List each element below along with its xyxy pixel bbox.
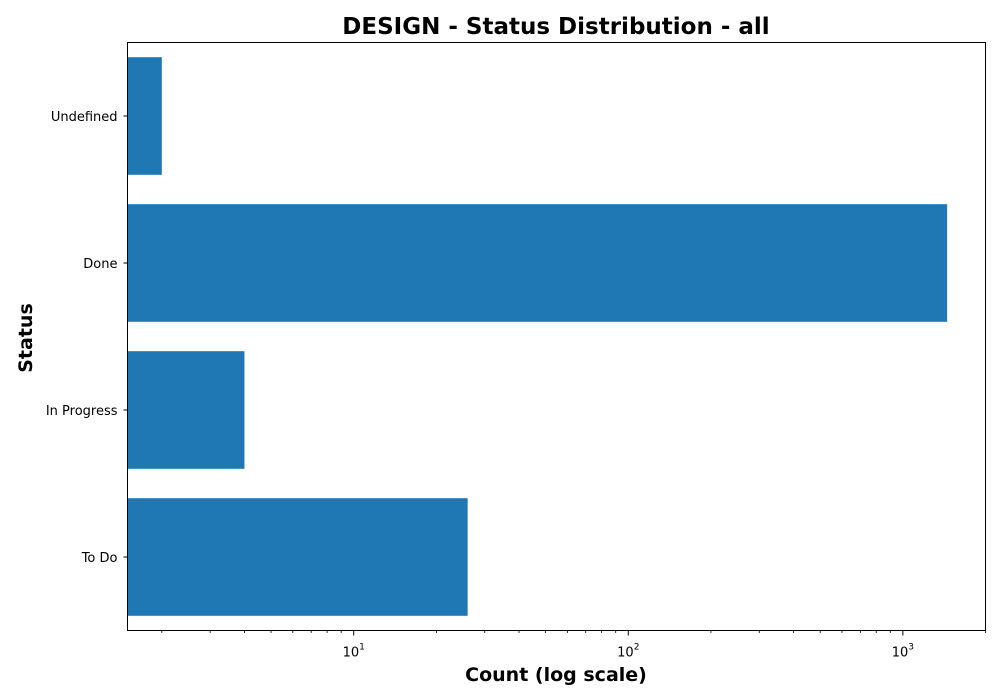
y-tick-label: In Progress [46,404,118,419]
x-tick-label: 103 [892,643,914,661]
y-axis-label: Status [15,303,37,373]
y-tick-label: Done [83,257,117,272]
y-tick-label: Undefined [51,110,118,125]
y-ticks-group: To Do In Progress Done Undefined [46,110,128,566]
x-tick-label: 102 [617,643,639,661]
chart-title: DESIGN - Status Distribution - all [342,14,769,40]
bar-to-do [127,498,468,616]
y-tick-label: To Do [81,551,118,566]
bar-in-progress [127,351,245,469]
bars-group [127,57,948,616]
plot-frame [127,42,986,631]
bar-undefined [127,57,162,175]
x-ticks-group: 101 102 103 [161,630,986,661]
bar-done [127,204,948,322]
x-axis-label: Count (log scale) [465,664,647,686]
x-tick-label: 101 [343,643,365,661]
